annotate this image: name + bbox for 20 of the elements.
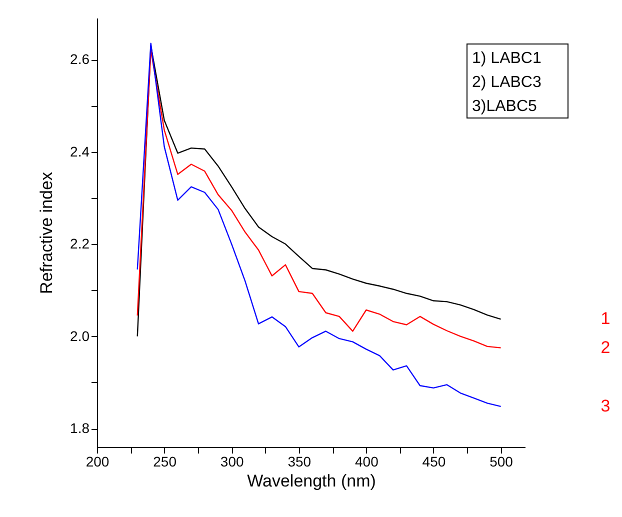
annotation: 3)LABC5 <box>472 98 538 115</box>
annotation: 1) LABC1 <box>472 50 542 67</box>
x-tick-label: 400 <box>355 454 379 470</box>
text: 1 <box>600 309 610 328</box>
x-tick-label: 450 <box>422 454 446 470</box>
x-tick-label: 350 <box>288 454 312 470</box>
text: 2 <box>600 338 610 357</box>
x-tick-label: 250 <box>153 454 177 470</box>
y-tick-label: 2.2 <box>70 236 90 252</box>
x-axis-title: Wavelength (nm) <box>247 472 376 490</box>
x-tick-label: 300 <box>220 454 244 470</box>
y-tick-label: 2.4 <box>70 143 90 160</box>
x-tick-label: 200 <box>86 454 110 470</box>
y-tick-label: 2.6 <box>70 51 90 68</box>
annotation: 2) LABC3 <box>472 74 542 91</box>
y-tick-label: 1.8 <box>70 420 90 436</box>
y-tick-label: 2.0 <box>70 328 90 344</box>
text: 3 <box>600 396 610 416</box>
x-tick-label: 500 <box>490 454 514 470</box>
y-axis-title: Refractive index <box>37 172 56 294</box>
